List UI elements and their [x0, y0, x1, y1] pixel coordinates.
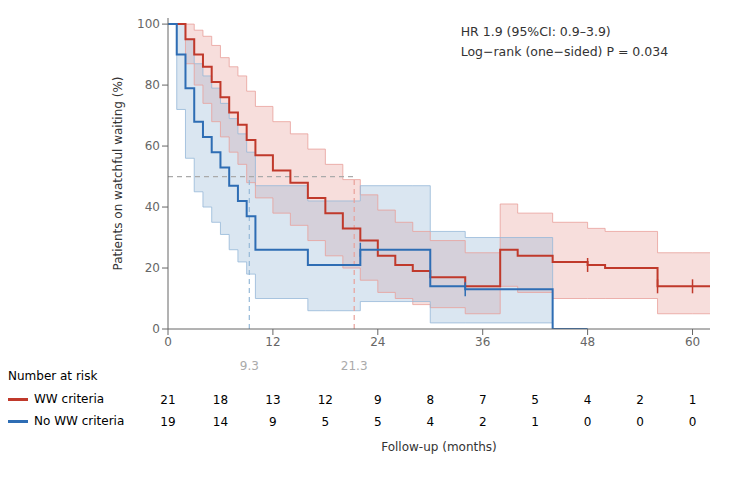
svg-text:0: 0	[636, 415, 644, 429]
html-text:Number at risk: Number at risk	[8, 369, 98, 383]
svg-text:14: 14	[213, 415, 228, 429]
svg-text:0: 0	[152, 322, 160, 336]
svg-text:9.3: 9.3	[240, 359, 259, 373]
svg-text:2: 2	[636, 393, 644, 407]
svg-text:18: 18	[213, 393, 228, 407]
svg-text:5: 5	[531, 393, 539, 407]
html-text:Log−rank (one−sided) P = 0.034: Log−rank (one−sided) P = 0.034	[460, 44, 669, 59]
svg-text:48: 48	[580, 335, 595, 349]
svg-text:8: 8	[426, 393, 434, 407]
svg-text:5: 5	[374, 415, 382, 429]
svg-text:1: 1	[531, 415, 539, 429]
svg-text:4: 4	[584, 393, 592, 407]
svg-text:21: 21	[160, 393, 175, 407]
svg-text:Patients on watchful waiting (: Patients on watchful waiting (%)	[111, 76, 125, 270]
svg-text:9: 9	[269, 415, 277, 429]
svg-text:100: 100	[137, 17, 160, 31]
svg-text:7: 7	[479, 393, 487, 407]
html-text:No WW criteria: No WW criteria	[34, 414, 125, 428]
svg-text:36: 36	[475, 335, 490, 349]
svg-text:13: 13	[265, 393, 280, 407]
svg-text:5: 5	[322, 415, 330, 429]
svg-text:40: 40	[145, 200, 160, 214]
svg-text:20: 20	[145, 261, 160, 275]
svg-text:60: 60	[145, 139, 160, 153]
html-text:WW criteria: WW criteria	[34, 392, 105, 406]
svg-text:60: 60	[685, 335, 700, 349]
svg-text:9: 9	[374, 393, 382, 407]
svg-text:Follow-up (months): Follow-up (months)	[381, 440, 497, 454]
svg-text:12: 12	[318, 393, 333, 407]
svg-text:2: 2	[479, 415, 487, 429]
svg-text:24: 24	[370, 335, 385, 349]
svg-text:21.3: 21.3	[341, 359, 368, 373]
svg-text:1: 1	[689, 393, 697, 407]
svg-text:12: 12	[265, 335, 280, 349]
svg-text:0: 0	[689, 415, 697, 429]
html-text:HR 1.9 (95%CI: 0.9–3.9): HR 1.9 (95%CI: 0.9–3.9)	[460, 24, 611, 39]
svg-text:0: 0	[164, 335, 172, 349]
svg-text:19: 19	[160, 415, 175, 429]
svg-text:80: 80	[145, 78, 160, 92]
svg-text:0: 0	[584, 415, 592, 429]
svg-text:4: 4	[426, 415, 434, 429]
